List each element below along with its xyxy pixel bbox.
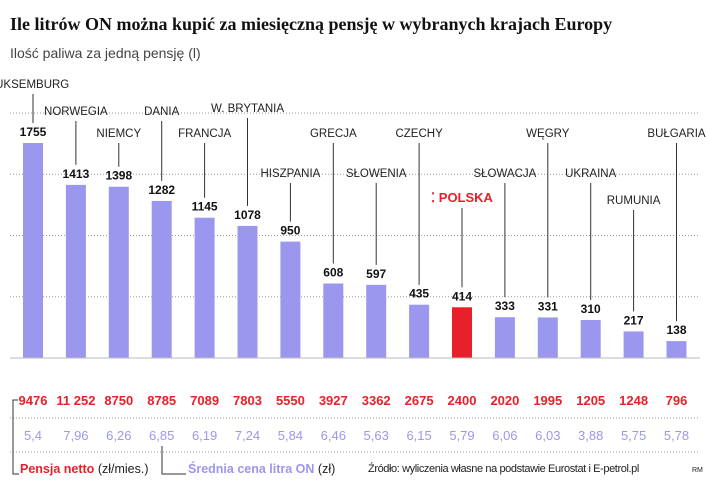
price-bracket bbox=[161, 446, 186, 475]
salary-value: 7803 bbox=[233, 393, 262, 408]
bar bbox=[537, 317, 558, 358]
value-label: 597 bbox=[366, 267, 386, 281]
bar bbox=[151, 200, 172, 358]
legend-price: Średnia cena litra ON (zł) bbox=[188, 462, 335, 476]
legend-salary-unit: (zł/mies.) bbox=[97, 462, 149, 476]
price-value: 6,15 bbox=[406, 428, 431, 443]
salary-value: 7089 bbox=[190, 393, 219, 408]
price-value: 5,84 bbox=[278, 428, 303, 443]
country-label: UKRAINA bbox=[565, 168, 616, 180]
country-label: GRECJA bbox=[310, 128, 357, 140]
bar bbox=[280, 241, 301, 358]
bar bbox=[23, 143, 43, 358]
price-value: 6,85 bbox=[149, 428, 174, 443]
bar bbox=[409, 304, 430, 358]
price-value: 6,06 bbox=[492, 428, 517, 443]
value-label: 414 bbox=[452, 289, 472, 303]
price-value: 5,63 bbox=[364, 428, 389, 443]
salary-value: 2020 bbox=[490, 393, 519, 408]
country-label: RUMUNIA bbox=[607, 195, 661, 207]
salary-value: 796 bbox=[666, 393, 688, 408]
price-value: 5,75 bbox=[621, 428, 646, 443]
bar bbox=[237, 225, 258, 358]
country-label: NIEMCY bbox=[96, 128, 141, 140]
salary-value: 9476 bbox=[19, 393, 48, 408]
salary-bracket bbox=[12, 399, 19, 475]
bar bbox=[623, 331, 644, 358]
bar bbox=[366, 284, 387, 358]
country-label: SŁOWACJA bbox=[473, 168, 536, 180]
country-label: BUŁGARIA bbox=[647, 128, 705, 140]
country-label: FRANCJA bbox=[178, 128, 231, 140]
country-label: NORWEGIA bbox=[44, 106, 108, 118]
price-value: 7,24 bbox=[235, 428, 260, 443]
price-value: 5,78 bbox=[664, 428, 689, 443]
bar bbox=[452, 307, 472, 358]
bar bbox=[65, 184, 86, 358]
country-label: ⁚ POLSKA bbox=[431, 190, 494, 205]
bar bbox=[194, 217, 215, 358]
country-label: HISZPANIA bbox=[260, 168, 320, 180]
country-label: DANIA bbox=[144, 106, 179, 118]
legend-salary: Pensja netto (zł/mies.) bbox=[20, 462, 149, 476]
country-label: SŁOWENIA bbox=[346, 168, 407, 180]
source-note: Źródło: wyliczenia własne na podstawie E… bbox=[368, 463, 639, 475]
value-label: 435 bbox=[409, 287, 429, 301]
value-label: 310 bbox=[581, 302, 601, 316]
salary-value: 8750 bbox=[104, 393, 133, 408]
value-label: 1282 bbox=[148, 183, 175, 197]
price-value: 5,4 bbox=[24, 428, 42, 443]
salary-value: 3362 bbox=[362, 393, 391, 408]
salary-value: 2400 bbox=[448, 393, 477, 408]
country-label: LUKSEMBURG bbox=[0, 79, 69, 91]
salary-value: 1205 bbox=[576, 393, 605, 408]
country-label: W. BRYTANIA bbox=[211, 103, 284, 115]
price-value: 6,46 bbox=[321, 428, 346, 443]
bar bbox=[494, 317, 515, 358]
legend-salary-label: Pensja netto bbox=[20, 462, 95, 476]
credit: RM bbox=[692, 467, 703, 474]
price-value: 6,03 bbox=[535, 428, 560, 443]
value-label: 1755 bbox=[20, 125, 47, 139]
salary-value: 5550 bbox=[276, 393, 305, 408]
country-label: WĘGRY bbox=[526, 128, 570, 140]
salary-value: 1248 bbox=[619, 393, 648, 408]
salary-value: 11 252 bbox=[56, 393, 95, 408]
salary-value: 8785 bbox=[147, 393, 176, 408]
legend-price-unit: (zł) bbox=[317, 462, 336, 476]
value-label: 1398 bbox=[105, 169, 132, 183]
salary-value: 3927 bbox=[319, 393, 348, 408]
price-value: 6,26 bbox=[106, 428, 131, 443]
value-label: 1413 bbox=[63, 167, 90, 181]
price-value: 6,19 bbox=[192, 428, 217, 443]
country-label: CZECHY bbox=[395, 128, 443, 140]
value-label: 608 bbox=[323, 266, 343, 280]
price-value: 7,96 bbox=[63, 428, 88, 443]
value-label: 333 bbox=[495, 299, 515, 313]
salary-value: 2675 bbox=[405, 393, 434, 408]
bar bbox=[108, 186, 129, 358]
salary-value: 1995 bbox=[533, 393, 562, 408]
value-label: 331 bbox=[538, 299, 558, 313]
bar bbox=[323, 283, 344, 358]
value-label: 1145 bbox=[192, 200, 218, 214]
chart-title: Ile litrów ON można kupić za miesięczną … bbox=[10, 14, 613, 34]
legend-price-label: Średnia cena litra ON bbox=[188, 462, 315, 476]
bar bbox=[666, 341, 687, 358]
chart-subtitle: Ilość paliwa za jedną pensję (l) bbox=[10, 45, 201, 61]
value-label: 950 bbox=[280, 224, 300, 238]
value-label: 1078 bbox=[234, 208, 261, 222]
value-label: 138 bbox=[666, 323, 686, 337]
price-value: 3,88 bbox=[578, 428, 603, 443]
price-value: 5,79 bbox=[449, 428, 474, 443]
bar bbox=[580, 320, 601, 358]
value-label: 217 bbox=[624, 313, 644, 327]
